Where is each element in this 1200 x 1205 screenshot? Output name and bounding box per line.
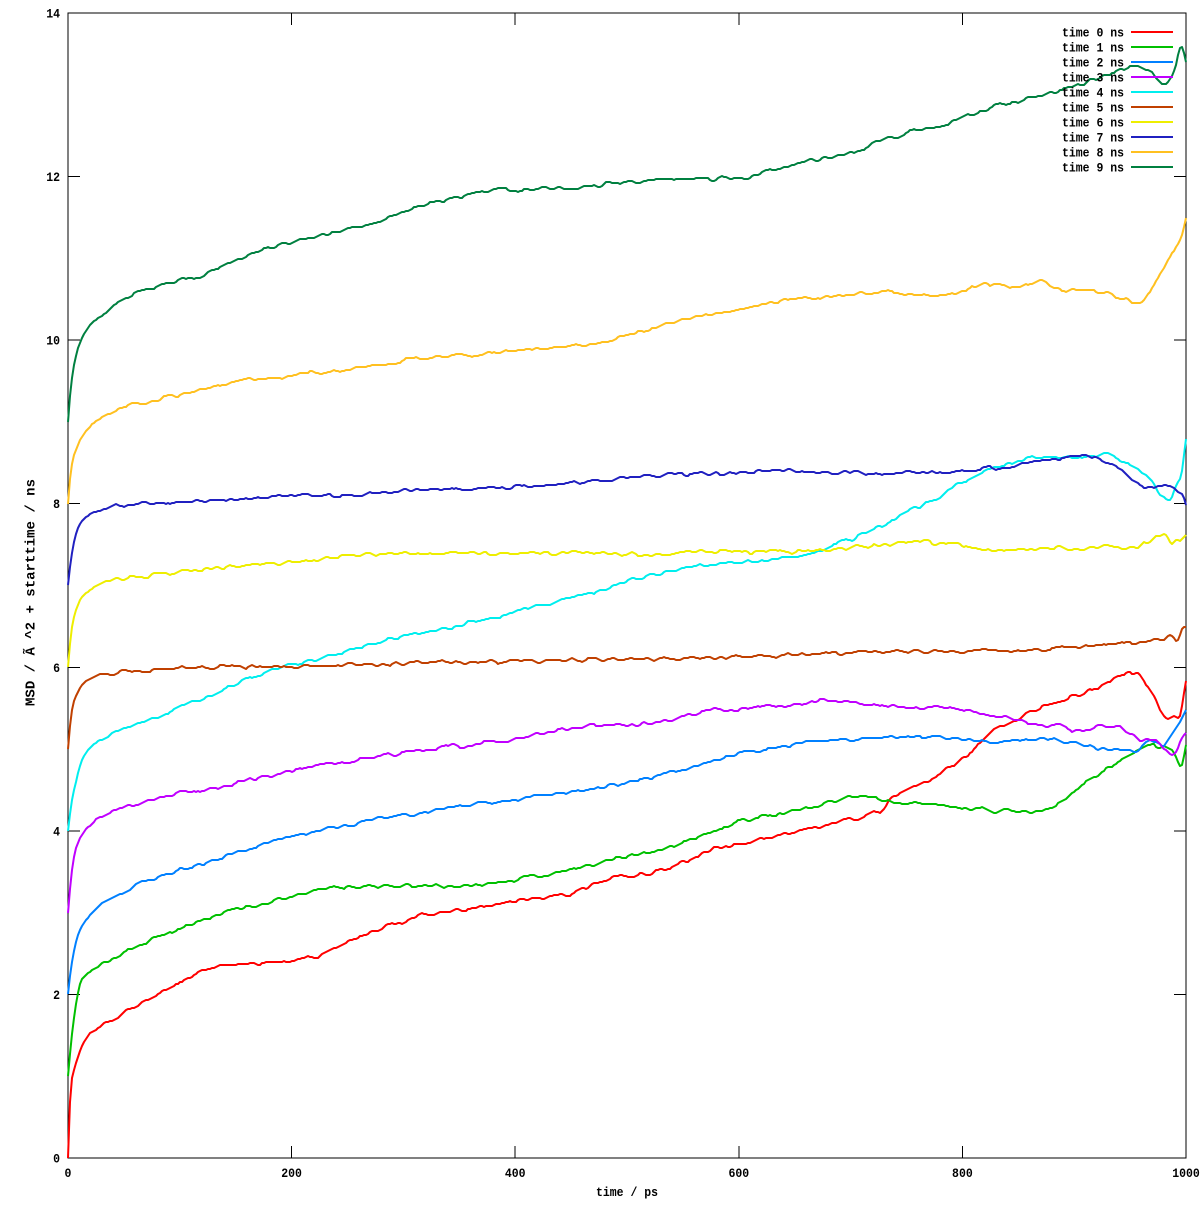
svg-text:time 5 ns: time 5 ns [1062,101,1124,116]
svg-text:time 3 ns: time 3 ns [1062,71,1124,86]
svg-text:200: 200 [281,1166,302,1181]
svg-text:10: 10 [46,334,60,349]
svg-text:2: 2 [53,988,60,1003]
svg-text:0: 0 [53,1152,60,1167]
svg-text:0: 0 [65,1166,72,1181]
svg-text:time 9 ns: time 9 ns [1062,161,1124,176]
svg-text:time 6 ns: time 6 ns [1062,116,1124,131]
svg-text:12: 12 [46,170,60,185]
svg-text:time 1 ns: time 1 ns [1062,41,1124,56]
svg-text:time / ps: time / ps [596,1185,658,1200]
svg-text:time 2 ns: time 2 ns [1062,56,1124,71]
svg-text:time 8 ns: time 8 ns [1062,146,1124,161]
svg-text:time 7 ns: time 7 ns [1062,131,1124,146]
svg-text:400: 400 [505,1166,526,1181]
svg-text:time 4 ns: time 4 ns [1062,86,1124,101]
svg-text:4: 4 [53,824,60,839]
svg-text:14: 14 [46,7,60,22]
svg-text:600: 600 [728,1166,749,1181]
svg-text:6: 6 [53,661,60,676]
svg-text:time 0 ns: time 0 ns [1062,26,1124,41]
svg-text:8: 8 [53,497,60,512]
svg-text:800: 800 [952,1166,973,1181]
svg-text:1000: 1000 [1172,1166,1200,1181]
svg-text:MSD / Ã ^2 + starttime / ns: MSD / Ã ^2 + starttime / ns [22,479,40,706]
